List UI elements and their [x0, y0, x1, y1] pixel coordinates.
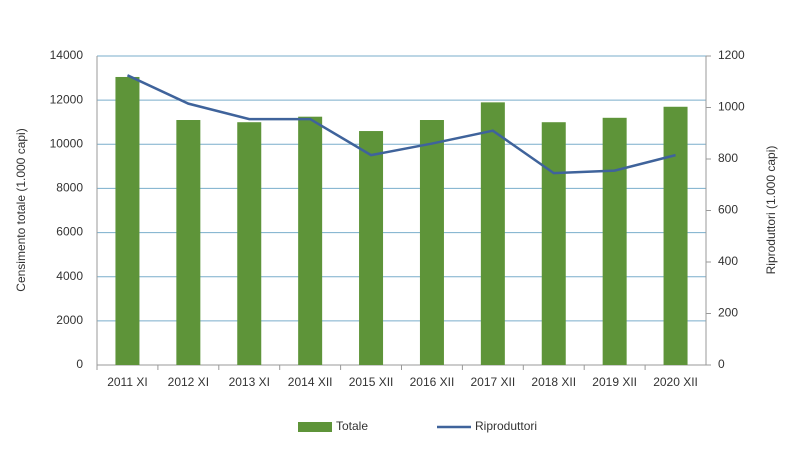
legend-label: Totale [336, 419, 368, 433]
y-tick-label: 0 [76, 357, 83, 371]
y-tick-label: 6000 [56, 225, 83, 239]
x-tick-label: 2015 XII [349, 375, 394, 389]
bar [359, 131, 384, 365]
y-tick-label: 12000 [50, 92, 84, 106]
bar [419, 120, 444, 365]
y-axis-title: Censimento totale (1.000 capi) [14, 128, 28, 291]
y2-tick-label: 0 [718, 357, 725, 371]
legend-label: Riproduttori [475, 419, 537, 433]
y2-tick-label: 400 [718, 254, 738, 268]
bar [237, 122, 262, 365]
x-tick-label: 2011 XI [107, 375, 147, 389]
legend-swatch [298, 422, 332, 432]
y2-axis-title: Riproduttori (1.000 capi) [764, 146, 778, 275]
bar [176, 120, 201, 365]
y2-tick-label: 600 [718, 203, 738, 217]
bar [663, 106, 688, 365]
x-tick-label: 2016 XII [410, 375, 455, 389]
y-tick-label: 10000 [50, 136, 84, 150]
x-tick-label: 2018 XII [531, 375, 576, 389]
bar [298, 116, 323, 365]
bar [541, 122, 566, 365]
line [126, 74, 676, 175]
x-tick-label: 2017 XII [470, 375, 515, 389]
y2-tick-label: 1000 [718, 100, 745, 114]
y-tick-label: 2000 [56, 313, 83, 327]
x-tick-label: 2014 XII [288, 375, 333, 389]
x-tick-label: 2013 XI [229, 375, 270, 389]
y2-tick-label: 1200 [718, 48, 745, 62]
y2-tick-label: 200 [718, 306, 738, 320]
bar [602, 117, 627, 365]
x-tick-label: 2019 XII [592, 375, 637, 389]
bar [115, 76, 140, 365]
bar [480, 102, 505, 365]
x-tick-label: 2012 XI [168, 375, 209, 389]
y-tick-label: 14000 [50, 48, 84, 62]
y2-tick-label: 800 [718, 151, 738, 165]
x-tick-label: 2020 XII [653, 375, 698, 389]
y-tick-label: 4000 [56, 269, 83, 283]
y-tick-label: 8000 [56, 181, 83, 195]
